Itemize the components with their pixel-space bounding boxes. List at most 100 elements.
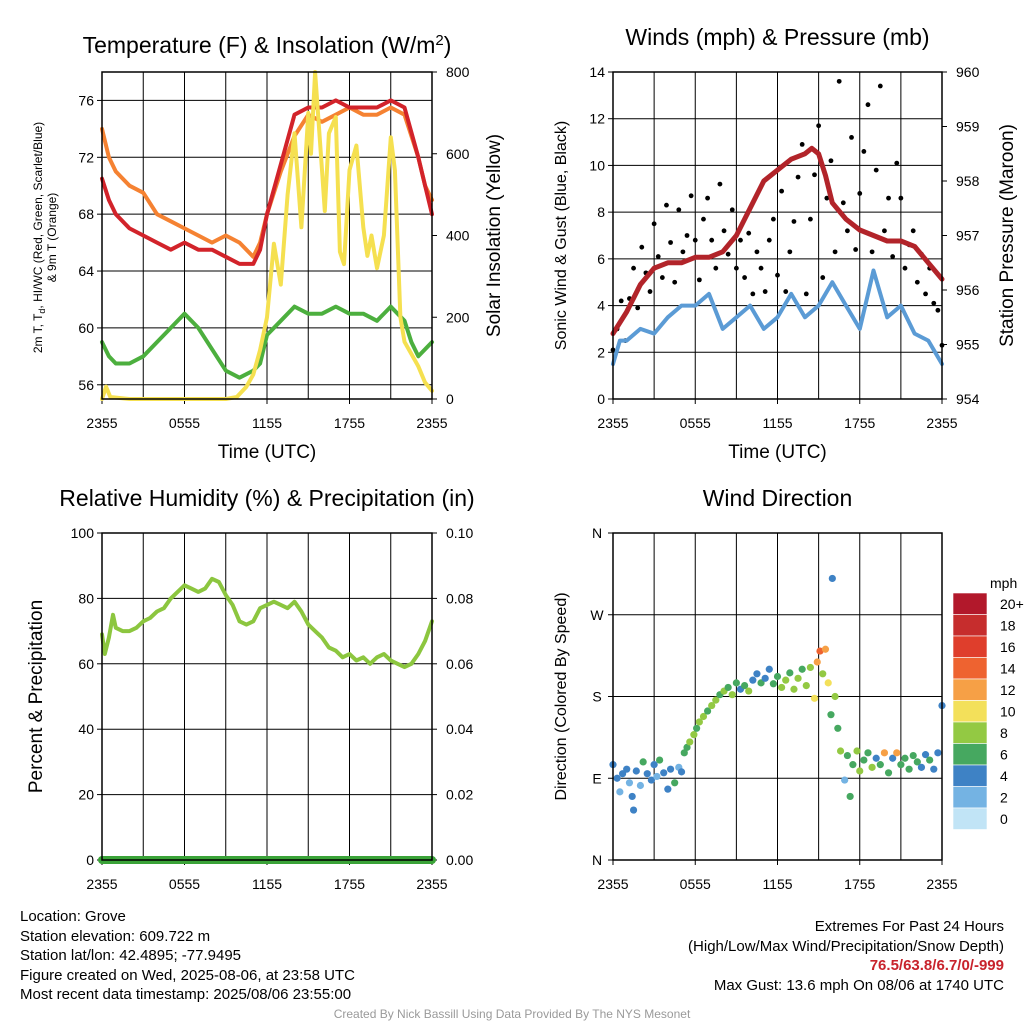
credit-line: Created By Nick Bassill Using Data Provi… (333, 1007, 691, 1021)
direction-point (695, 718, 703, 726)
gust-point (668, 240, 673, 245)
y-tick-label: N (592, 852, 602, 868)
x-tick-label: 1155 (762, 876, 792, 892)
gust-point (766, 237, 772, 243)
x-tick-label: 1755 (334, 415, 365, 431)
x-tick-label: 1155 (252, 876, 282, 892)
figure-created: Figure created on Wed, 2025-08-06, at 23… (20, 966, 355, 984)
direction-point (613, 774, 621, 782)
gust-point (672, 279, 678, 285)
gust-point (812, 172, 817, 178)
gust-point (705, 195, 710, 201)
gust-point (725, 251, 731, 257)
gust-point (655, 254, 661, 259)
gust-point (783, 289, 789, 294)
y-tick-label: 100 (71, 525, 95, 541)
direction-point (643, 770, 651, 778)
extremes-subtitle: (High/Low/Max Wind/Precipitation/Snow De… (688, 937, 1004, 955)
y2-tick-label: 960 (956, 64, 980, 80)
colorbar-tick-label: 2 (1000, 790, 1008, 806)
chart-title: Wind Direction (703, 485, 853, 511)
y2-tick-label: 800 (446, 64, 470, 80)
colorbar-tick-label: 18 (1000, 618, 1016, 634)
gust-point (676, 207, 682, 213)
direction-point (712, 696, 720, 704)
extremes-info: Extremes For Past 24 Hours (High/Low/Max… (688, 917, 1004, 995)
gust-point (746, 230, 752, 236)
gust-point (696, 277, 702, 283)
x-tick-label: 2355 (86, 876, 117, 892)
direction-point (686, 738, 694, 746)
direction-point (819, 670, 827, 678)
colorbar-tick-label: 6 (1000, 747, 1008, 763)
y2-tick-label: 0.06 (446, 656, 473, 672)
direction-point (623, 765, 631, 773)
direction-point (728, 691, 736, 699)
rh-line (100, 576, 434, 670)
x-tick-label: 2355 (597, 415, 628, 431)
x-tick-label: 2355 (416, 876, 447, 892)
direction-point (745, 687, 753, 695)
colorbar-swatch (952, 614, 988, 637)
y-tick-label: 14 (589, 64, 605, 80)
direction-point (765, 665, 773, 673)
gust-point (717, 181, 723, 187)
direction-point (724, 683, 732, 692)
gust-point (873, 167, 879, 173)
gust-point (803, 291, 809, 297)
gust-point (742, 275, 747, 280)
y-tick-label: 76 (78, 92, 94, 108)
y2-tick-label: 0.04 (446, 721, 473, 737)
direction-point (778, 683, 786, 692)
gust-point (754, 249, 760, 255)
colorbar-swatch (952, 807, 988, 830)
direction-point (853, 747, 861, 755)
chart-title: Temperature (F) & Insolation (W/m2) (83, 32, 452, 59)
direction-point (660, 769, 668, 777)
direction-point (794, 674, 802, 682)
direction-point (880, 749, 889, 757)
colorbar-swatch (952, 592, 988, 615)
direction-point (769, 680, 777, 688)
colorbar-swatch (952, 657, 988, 680)
gust-point (808, 216, 813, 222)
gust-point (738, 237, 743, 243)
plot-frame (101, 532, 433, 861)
gust-point (923, 291, 928, 297)
gust-point (721, 228, 727, 234)
direction-point (647, 776, 655, 784)
direction-point (905, 765, 913, 773)
colorbar-swatch (952, 635, 988, 658)
direction-point (849, 761, 857, 769)
gust-point (750, 291, 756, 297)
x-tick-label: 0555 (169, 415, 200, 431)
plot-frame (612, 532, 943, 861)
y-tick-label: 80 (78, 590, 94, 606)
y2-tick-label: 0.02 (446, 787, 473, 803)
series-line (100, 98, 434, 266)
direction-point (653, 772, 661, 781)
y-tick-label: 12 (589, 111, 605, 127)
x-tick-label: 0555 (680, 415, 711, 431)
gust-point (791, 219, 797, 224)
direction-point (901, 754, 909, 762)
y2-tick-label: 954 (956, 391, 980, 407)
gust-point (684, 233, 690, 238)
series-line (100, 304, 434, 380)
gust-point (775, 272, 780, 278)
station-latlon: Station lat/lon: 42.4895; -77.9495 (20, 947, 242, 964)
plot-frame (101, 71, 433, 400)
direction-point (836, 747, 845, 755)
colorbar-label: mph (990, 575, 1017, 591)
gust-point (869, 249, 875, 255)
direction-point (625, 779, 634, 787)
y-axis-label: Direction (Colored By Speed) (553, 592, 570, 800)
direction-point (664, 785, 672, 793)
x-tick-label: 2355 (86, 415, 117, 431)
recent-timestamp: Most recent data timestamp: 2025/08/06 2… (20, 986, 352, 1003)
direction-point (732, 679, 740, 687)
y-tick-label: 72 (78, 149, 94, 165)
x-tick-label: 1155 (762, 415, 792, 431)
gust-point (828, 158, 834, 164)
